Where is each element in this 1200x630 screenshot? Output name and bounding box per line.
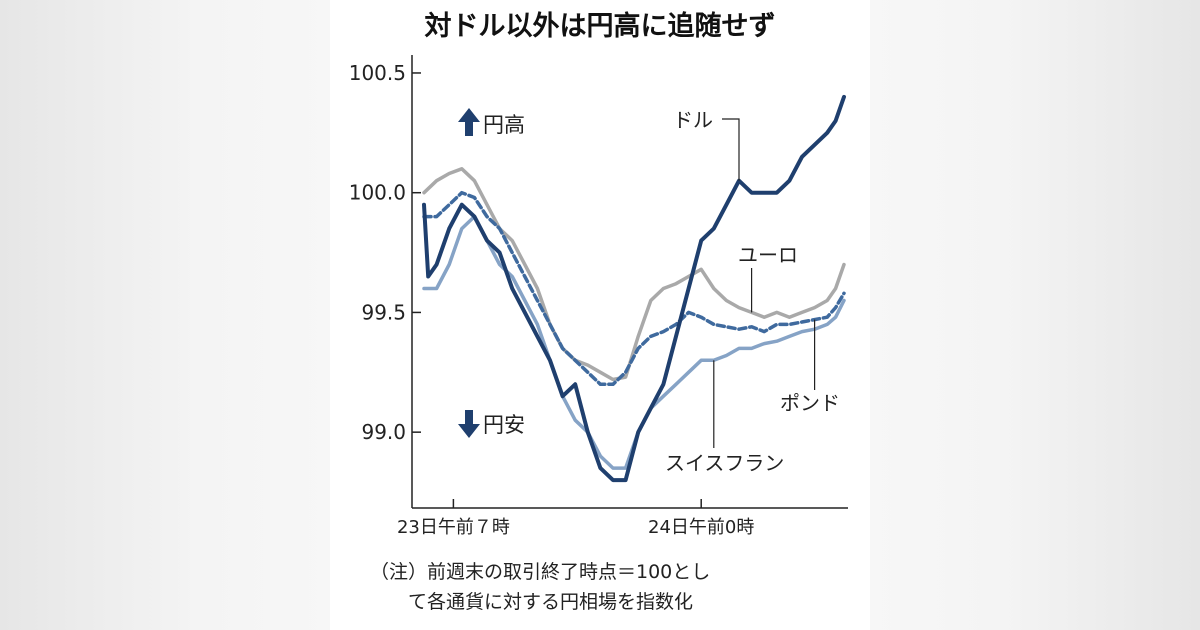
x-axis-ticks: 23日午前７時 24日午前0時: [397, 517, 754, 538]
series-line-pound: [422, 190, 846, 387]
series-line-dollar: [422, 94, 846, 483]
chart-title: 対ドル以外は円高に追随せず: [425, 10, 776, 42]
line-chart: 対ドル以外は円高に追随せず 100.5 100.0 99.5 99.0 23日午…: [349, 10, 848, 613]
series-label-leaders: [713, 118, 816, 448]
y-tick-label: 100.5: [349, 61, 406, 85]
y-tick-label: 99.0: [361, 420, 406, 444]
series-label-swiss: スイスフラン: [665, 451, 784, 475]
y-axis-ticks: 100.5 100.0 99.5 99.0: [349, 61, 406, 444]
series-label-pound: ポンド: [780, 391, 840, 415]
note-line-2: て各通貨に対する円相場を指数化: [408, 591, 693, 613]
x-tick-label: 24日午前0時: [648, 517, 754, 538]
y-tick-label: 100.0: [349, 181, 406, 205]
series-label-dollar: ドル: [673, 108, 713, 132]
yen-up-annotation: 円高: [458, 108, 525, 137]
yen-down-label: 円安: [483, 413, 525, 437]
axes: [411, 55, 848, 509]
up-arrow-icon: [458, 108, 480, 136]
right-background-margin: [870, 0, 1200, 630]
x-tick-label: 23日午前７時: [397, 517, 510, 538]
series-line-euro: [422, 167, 846, 382]
series-label-euro: ユーロ: [738, 243, 798, 267]
series-layer: [422, 94, 846, 483]
note-line-1: （注）前週末の取引終了時点＝100とし: [370, 561, 710, 583]
down-arrow-icon: [458, 410, 480, 438]
left-background-margin: [0, 0, 330, 630]
series-labels: ドル ユーロ ポンド スイスフラン: [665, 108, 840, 475]
leader-line-dollar: [722, 118, 740, 181]
chart-card: 対ドル以外は円高に追随せず 100.5 100.0 99.5 99.0 23日午…: [330, 0, 870, 630]
y-tick-label: 99.5: [361, 300, 406, 324]
yen-up-label: 円高: [483, 113, 525, 137]
yen-down-annotation: 円安: [458, 410, 525, 438]
